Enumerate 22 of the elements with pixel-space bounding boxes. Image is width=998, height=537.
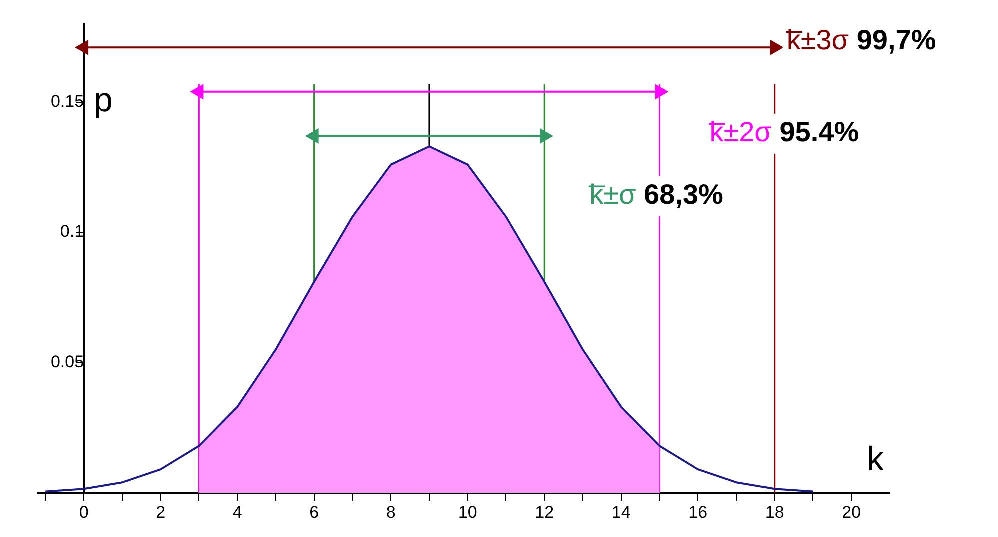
annotation: 68,3%: [644, 178, 724, 210]
x-tick-label: 12: [535, 502, 554, 522]
x-tick-label: 16: [688, 502, 708, 522]
x-tick-label: 10: [458, 502, 478, 522]
y-tick-label: 0.15: [50, 92, 84, 112]
x-tick-label: 6: [310, 502, 320, 522]
x-axis-title: k: [866, 440, 885, 478]
series-label: k̅±2σ: [708, 116, 772, 148]
x-tick-label: 8: [386, 502, 396, 522]
x-tick-label: 2: [156, 502, 166, 522]
text: k̅±σ: [588, 178, 636, 210]
y-axis-title: p: [94, 82, 113, 120]
series-label: k̅±3σ: [785, 24, 850, 56]
y-tick-label: 0.05: [50, 352, 84, 372]
y-tick-label: 0.1: [60, 222, 84, 242]
x-tick-label: 18: [765, 502, 784, 522]
x-tick-label: 14: [612, 502, 631, 522]
x-tick-label: 0: [79, 502, 89, 522]
annotation: 95.4%: [780, 116, 860, 148]
annotation: 99,7%: [856, 24, 936, 56]
x-tick-label: 20: [842, 502, 862, 522]
x-tick-label: 4: [232, 502, 242, 522]
